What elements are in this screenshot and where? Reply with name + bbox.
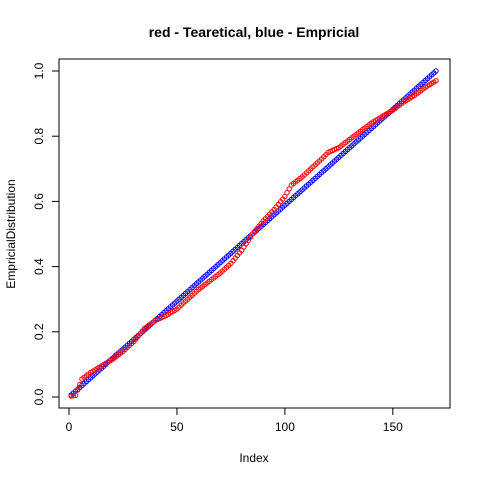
y-axis: 0.0 0.2 0.4 0.6 0.8 1.0: [32, 62, 60, 405]
x-tick-label: 50: [170, 420, 184, 434]
red-point: [74, 387, 81, 393]
x-tick-label: 100: [275, 420, 295, 434]
y-axis-label: EmpricialDistribution: [4, 179, 18, 288]
red-point: [70, 392, 77, 399]
x-axis: 0 50 100 150: [66, 407, 403, 434]
y-tick-label: 0.8: [32, 128, 46, 145]
blue-point: [433, 68, 439, 74]
y-tick-label: 0.2: [32, 323, 46, 340]
x-tick-label: 150: [383, 420, 403, 434]
y-tick-label: 0.6: [32, 193, 46, 210]
y-tick-label: 0.4: [32, 258, 46, 275]
y-tick-label: 1.0: [32, 62, 46, 79]
x-axis-label: Index: [239, 451, 268, 465]
series-red-points: [68, 78, 439, 399]
x-tick-label: 0: [66, 420, 73, 434]
red-point: [77, 381, 83, 388]
red-point: [433, 78, 439, 84]
y-tick-label: 0.0: [32, 388, 46, 405]
red-point: [72, 392, 79, 399]
chart-title: red - Tearetical, blue - Empricial: [149, 24, 360, 40]
